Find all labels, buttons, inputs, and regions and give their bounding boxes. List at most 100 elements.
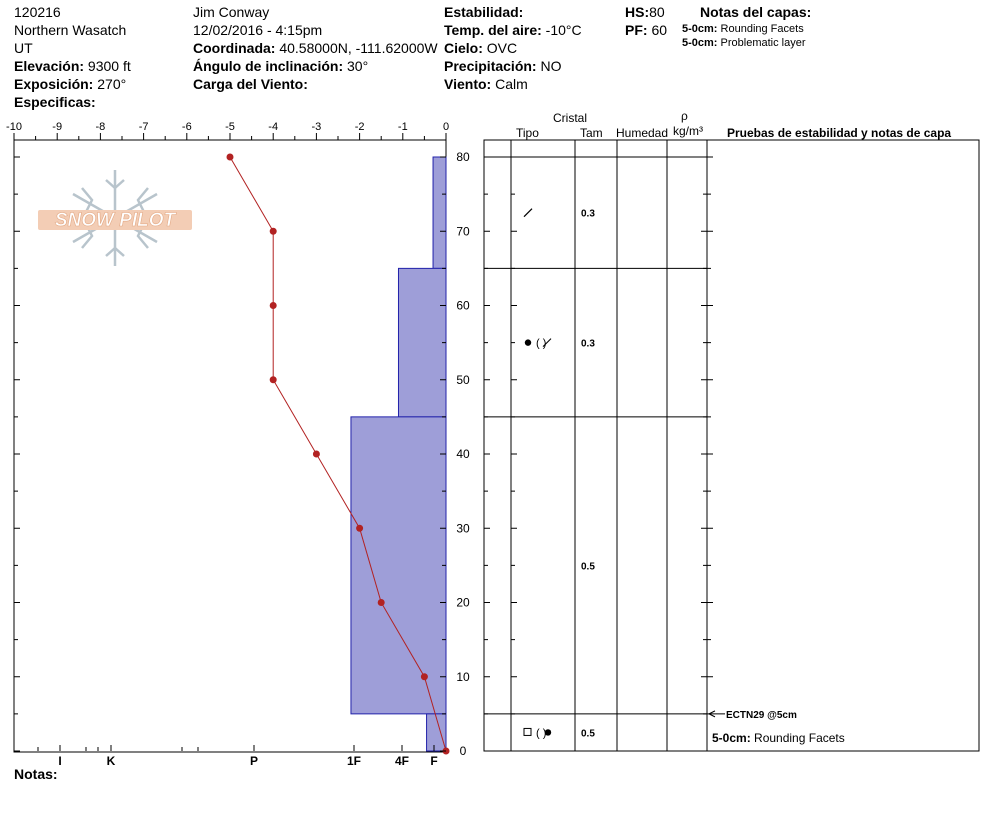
- temp-tick-label-1: -9: [52, 121, 62, 133]
- hardness-label-4: 4F: [395, 754, 409, 768]
- sky: Cielo: OVC: [444, 40, 517, 56]
- col-crystal: Cristal: [553, 111, 588, 125]
- temp-point-0: [226, 153, 234, 161]
- grain-symbol-1: ( ): [524, 338, 552, 350]
- profile-id: 120216: [14, 4, 61, 20]
- sky-value: OVC: [486, 40, 518, 56]
- height-tick-label-5: 50: [456, 373, 470, 387]
- temp-point-1: [269, 227, 277, 235]
- height-axis: 0 10 20 30 40 50 60 70 80: [14, 150, 470, 758]
- wind-label: Viento:: [444, 76, 492, 92]
- col-moisture: Humedad: [616, 126, 669, 140]
- height-tick-label-1: 10: [456, 670, 470, 684]
- grain-size-0: 0.3: [581, 209, 595, 220]
- state: UT: [14, 40, 33, 56]
- layer-note-bottom-depth: 5-0cm:: [712, 731, 751, 745]
- grain-size-3: 0.5: [581, 728, 595, 739]
- snow-height: HS:80: [625, 4, 665, 20]
- height-tick-label-4: 40: [456, 447, 470, 461]
- temp-point-4: [312, 450, 320, 458]
- slope-label: Ángulo de inclinación:: [193, 58, 344, 74]
- layer-note-2-depth: 5-0cm:: [682, 37, 718, 49]
- table-height-ticks: [484, 156, 713, 752]
- temp-tick-label-5: -5: [225, 121, 235, 133]
- temp-tick-label-0: -10: [6, 121, 22, 133]
- height-tick-label-6: 60: [456, 299, 470, 313]
- layer-rows: 0.3 0.3 ( ) 0.5 0.5 ( ): [484, 156, 707, 739]
- airtemp-value: -10°C: [545, 22, 582, 38]
- airtemp: Temp. del aire: -10°C: [444, 22, 582, 38]
- region: Northern Wasatch: [14, 22, 127, 38]
- layer-note-2-text: Problematic layer: [720, 37, 806, 49]
- layer-note-1: 5-0cm: Rounding Facets: [682, 23, 804, 36]
- aspect-label: Exposición:: [14, 76, 94, 92]
- windload-label: Carga del Viento:: [193, 76, 308, 92]
- col-density-unit: kg/m³: [673, 124, 703, 138]
- observer: Jim Conway: [193, 4, 270, 20]
- temp-point-6: [377, 599, 385, 606]
- temp-tick-label-4: -6: [182, 121, 192, 133]
- sky-label: Cielo:: [444, 40, 483, 56]
- aspect: Exposición: 270°: [14, 76, 126, 92]
- slope-value: 30°: [347, 58, 369, 74]
- hs-label: HS:: [625, 4, 650, 20]
- hardness-bar-2: [350, 416, 447, 715]
- hardness-bar-3: [426, 713, 447, 752]
- snowpilot-logo: SNOW PILOT: [38, 170, 192, 266]
- pf-label: PF:: [625, 22, 648, 38]
- col-size: Tam: [580, 126, 603, 140]
- grain-symbol-3: ( ): [523, 727, 552, 739]
- elevation-label: Elevación:: [14, 58, 85, 74]
- height-tick-label-2: 20: [456, 596, 470, 610]
- temp-tick-label-10: 0: [443, 121, 449, 133]
- grain-symbol-0: [523, 208, 533, 218]
- hardness-label-1: K: [107, 754, 116, 768]
- coord-value: 40.58000N, -111.62000W: [279, 40, 438, 56]
- height-tick-label-3: 30: [456, 521, 470, 535]
- temp-tick-label-6: -4: [268, 121, 278, 133]
- precip-label: Precipitación:: [444, 58, 537, 74]
- specifics-label: Especificas:: [14, 94, 96, 110]
- layer-table: [483, 139, 980, 752]
- layer-note-bottom: 5-0cm: Rounding Facets: [712, 731, 845, 745]
- test-arrow-head-0: [707, 710, 716, 718]
- notes-label: Notas:: [14, 766, 58, 782]
- temp-tick-label-2: -8: [96, 121, 106, 133]
- elevation: Elevación: 9300 ft: [14, 58, 131, 74]
- hardness-bars: [350, 156, 447, 752]
- temperature-axis: -10 -9 -8 -7 -6 -5 -4 -3 -2 -1 0: [6, 121, 449, 140]
- pf-value: 60: [651, 22, 668, 38]
- grain-dot-1: [524, 339, 532, 346]
- airtemp-label: Temp. del aire:: [444, 22, 542, 38]
- grain-size-2: 0.5: [581, 561, 595, 572]
- temp-point-2: [269, 302, 277, 309]
- temp-tick-label-8: -2: [355, 121, 365, 133]
- height-tick-label-8: 80: [456, 150, 470, 164]
- temp-tick-label-9: -1: [398, 121, 408, 133]
- grain-paren-3: ( ): [536, 727, 546, 739]
- grain-paren-1: ( ): [536, 338, 546, 350]
- grain-dot-3: [544, 729, 552, 736]
- col-type: Tipo: [516, 126, 539, 140]
- col-tests: Pruebas de estabilidad y notas de capa: [727, 126, 952, 140]
- wind: Viento: Calm: [444, 76, 528, 92]
- grain-slash-0: [523, 208, 533, 218]
- wind-value: Calm: [495, 76, 528, 92]
- layer-note-1-text: Rounding Facets: [720, 23, 804, 35]
- temp-tick-label-7: -3: [312, 121, 322, 133]
- hardness-label-0: I: [58, 754, 61, 768]
- hardness-label-2: P: [250, 754, 258, 768]
- grain-slash-1: [542, 338, 552, 348]
- coordinates: Coordinada: 40.58000N, -111.62000W: [193, 40, 438, 56]
- grain-size-1: 0.3: [581, 339, 595, 350]
- temp-point-7: [420, 673, 428, 681]
- layer-note-2: 5-0cm: Problematic layer: [682, 37, 806, 50]
- slope: Ángulo de inclinación: 30°: [193, 58, 368, 74]
- logo-text: SNOW PILOT: [55, 210, 177, 231]
- logo-band: [38, 210, 192, 230]
- temp-point-5: [356, 524, 364, 532]
- height-tick-label-0: 0: [460, 744, 467, 758]
- datetime: 12/02/2016 - 4:15pm: [193, 22, 323, 38]
- elevation-value: 9300 ft: [87, 58, 131, 74]
- hardness-axis: I K P 1F 4F F: [37, 745, 438, 768]
